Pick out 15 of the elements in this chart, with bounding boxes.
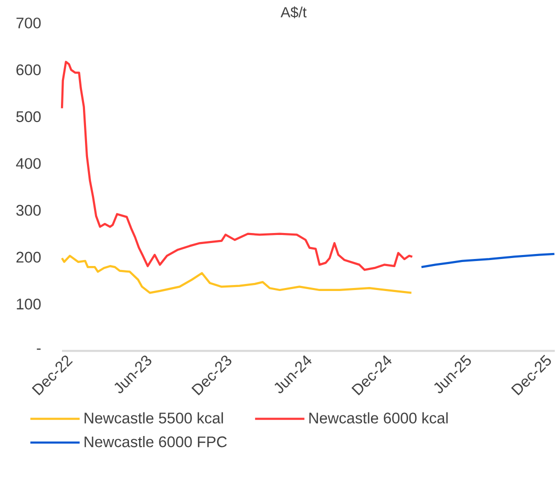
y-tick-label: 500	[16, 111, 41, 122]
y-tick-label: -	[36, 348, 41, 350]
line-series	[60, 254, 412, 294]
y-tick-label: 200	[16, 252, 41, 263]
legend-label: Newcastle 5500 kcal	[84, 412, 223, 424]
y-tick-label: 600	[16, 64, 41, 76]
line-series	[420, 252, 556, 268]
y-tick-label: 400	[16, 158, 41, 170]
legend-label: Newcastle 6000 kcal	[309, 412, 448, 424]
y-tick-label: 100	[16, 298, 41, 310]
y-axis-title: A$/t	[280, 6, 307, 18]
legend-label: Newcastle 6000 FPC	[84, 436, 227, 448]
y-tick-label: 700	[16, 18, 41, 28]
line-series	[60, 60, 414, 271]
y-tick-label: 300	[16, 205, 41, 216]
